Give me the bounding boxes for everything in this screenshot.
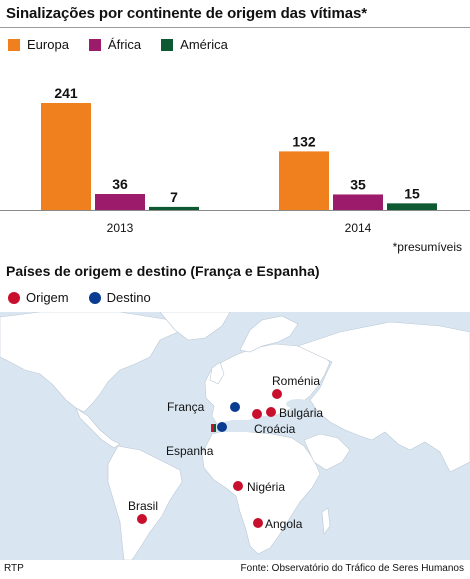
mediterranean-sea: [216, 416, 300, 432]
bar-africa-2014: [333, 194, 383, 210]
bar-chart: 241 36 7 2013 132 35 15 2014: [0, 85, 470, 235]
data-label-africa-2014: 35: [350, 176, 366, 192]
data-label-europa-2013: 241: [54, 85, 78, 101]
landmass-madagascar: [321, 507, 331, 535]
world-map-svg: Roménia França Bulgária Croácia Espanha …: [0, 312, 470, 560]
bar-america-2014: [387, 203, 437, 210]
map-legend-label-origem: Origem: [26, 290, 69, 305]
bar-europa-2014: [279, 151, 329, 210]
legend-swatch-africa: [88, 38, 101, 51]
chart-legend: Europa África América: [8, 37, 248, 52]
map-label-romenia: Roménia: [272, 374, 320, 388]
map-point-franca: [230, 402, 240, 412]
map-point-croacia: [252, 409, 262, 419]
landmass-greenland: [159, 312, 231, 341]
chart-title: Sinalizações por continente de origem da…: [6, 5, 367, 22]
legend-label-europa: Europa: [27, 37, 69, 52]
destination-dot-icon: [88, 291, 101, 304]
black-sea: [286, 399, 310, 409]
footer-credit: RTP: [4, 563, 24, 574]
data-label-america-2014: 15: [404, 185, 420, 201]
x-tick-label-2014: 2014: [345, 221, 372, 235]
landmass-arabia: [303, 433, 351, 471]
landmass-south-america: [107, 445, 183, 560]
map-point-bulgaria: [266, 407, 276, 417]
map-legend: Origem Destino: [8, 290, 171, 305]
map-legend-origem: Origem: [8, 290, 69, 305]
bar-america-2013: [149, 206, 199, 210]
data-label-africa-2013: 36: [112, 176, 128, 192]
portugal-highlight: [211, 424, 214, 432]
map-label-espanha: Espanha: [166, 444, 214, 458]
world-map: Roménia França Bulgária Croácia Espanha …: [0, 312, 470, 560]
map-label-croacia: Croácia: [254, 422, 296, 436]
origin-dot-icon: [8, 291, 20, 304]
landmass-africa: [201, 429, 321, 555]
data-label-europa-2014: 132: [292, 133, 316, 149]
legend-swatch-europa: [8, 38, 20, 51]
landmass-central-america: [75, 407, 121, 449]
landmass-north-america: [0, 312, 179, 413]
data-label-america-2013: 7: [170, 189, 178, 205]
title-bar: Sinalizações por continente de origem da…: [0, 0, 470, 28]
x-tick-label-2013: 2013: [107, 221, 134, 235]
portugal-highlight-green: [214, 424, 216, 432]
map-point-nigeria: [233, 481, 243, 491]
map-title: Países de origem e destino (França e Esp…: [6, 263, 320, 279]
legend-item-america: América: [161, 37, 228, 52]
bar-africa-2013: [95, 194, 145, 210]
legend-item-africa: África: [88, 37, 142, 52]
map-label-franca: França: [167, 400, 205, 414]
map-legend-label-destino: Destino: [106, 290, 151, 305]
map-point-romenia: [272, 389, 282, 399]
legend-item-europa: Europa: [8, 37, 69, 52]
map-label-nigeria: Nigéria: [247, 480, 285, 494]
map-legend-destino: Destino: [88, 290, 151, 305]
map-label-angola: Angola: [265, 517, 303, 531]
landmass-asia: [297, 321, 470, 473]
map-label-bulgaria: Bulgária: [279, 406, 323, 420]
legend-label-america: América: [180, 37, 228, 52]
bar-europa-2013: [41, 103, 91, 210]
map-point-espanha: [217, 422, 227, 432]
map-point-angola: [253, 518, 263, 528]
map-point-brasil: [137, 514, 147, 524]
landmass-uk: [209, 361, 225, 385]
map-label-brasil: Brasil: [128, 499, 158, 513]
footer-source: Fonte: Observatório do Tráfico de Seres …: [240, 563, 464, 574]
legend-swatch-america: [161, 38, 174, 51]
footnote: *presumíveis: [392, 240, 462, 254]
landmass-scandinavia: [239, 315, 299, 353]
legend-label-africa: África: [107, 37, 142, 52]
